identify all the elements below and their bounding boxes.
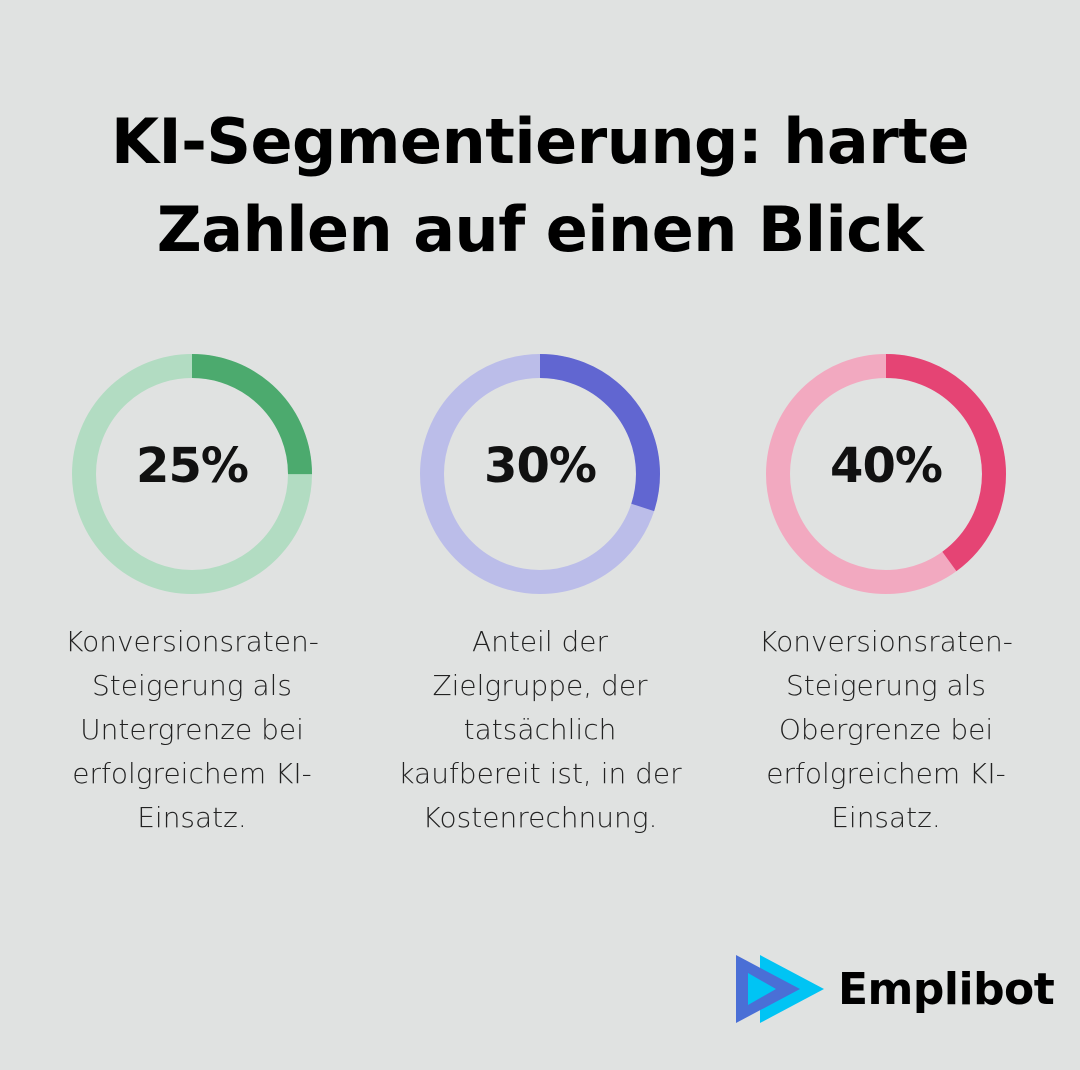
donut-label-1: 25% xyxy=(136,438,249,494)
emplibot-logo: Emplibot xyxy=(736,955,1055,1023)
stat-description-3: Konversionsraten-Steigerung als Obergren… xyxy=(759,625,1013,834)
donut-value-arc-3 xyxy=(766,354,1006,594)
page-title: KI-Segmentierung: harte Zahlen auf einen… xyxy=(0,98,1080,274)
donut-chart-2 xyxy=(420,354,660,594)
donut-value-arc-2 xyxy=(420,354,660,594)
logo-text: Emplibot xyxy=(838,963,1055,1015)
donut-label-2: 30% xyxy=(484,438,597,494)
donut-value-arc-1 xyxy=(72,354,312,594)
donut-chart-1 xyxy=(72,354,312,594)
title-line-1: KI-Segmentierung: harte xyxy=(110,105,970,178)
stat-card-2: 30% Anteil der Zielgruppe, der tatsächli… xyxy=(390,350,690,840)
stat-description-2: Anteil der Zielgruppe, der tatsächlich k… xyxy=(398,625,682,834)
logo-play-icon xyxy=(736,955,824,1023)
stat-description-1: Konversionsraten-Steigerung als Untergre… xyxy=(65,625,319,834)
donut-chart-3 xyxy=(766,354,1006,594)
donut-label-3: 40% xyxy=(830,438,943,494)
stat-card-1: 25% Konversionsraten-Steigerung als Unte… xyxy=(42,350,342,840)
title-line-2: Zahlen auf einen Blick xyxy=(156,193,924,266)
stat-card-3: 40% Konversionsraten-Steigerung als Ober… xyxy=(736,350,1036,840)
